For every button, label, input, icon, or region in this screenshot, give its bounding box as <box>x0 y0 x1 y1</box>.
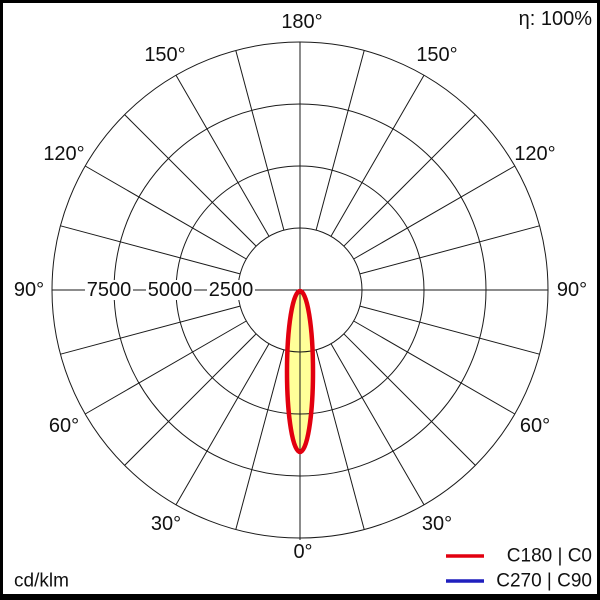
radial-label-7500: 7500 <box>87 279 132 301</box>
angle-label-30-right: 30° <box>422 513 452 535</box>
radial-label-2500: 2500 <box>209 279 254 301</box>
angle-label-90-left: 90° <box>14 279 44 301</box>
angle-label-30-left: 30° <box>151 513 181 535</box>
unit-label: cd/klm <box>14 571 69 592</box>
angle-labels: 180° 150° 150° 120° 120° 90° 90° 60° 60°… <box>14 11 587 563</box>
angle-label-120-right: 120° <box>514 143 555 165</box>
angle-label-180: 180° <box>281 11 322 33</box>
angle-label-120-left: 120° <box>43 143 84 165</box>
angle-label-60-right: 60° <box>520 415 550 437</box>
radial-label-5000: 5000 <box>148 279 193 301</box>
frame-border-left <box>0 0 3 600</box>
legend-label-c180-c0: C180 | C0 <box>507 546 592 567</box>
angle-label-150-right: 150° <box>416 44 457 66</box>
radial-label-box <box>207 280 255 300</box>
efficiency-label: η: 100% <box>519 8 593 30</box>
radial-label-box <box>146 280 194 300</box>
frame-border-right <box>597 0 600 600</box>
legend: C180 | C0 C270 | C90 <box>446 546 592 592</box>
angle-label-150-left: 150° <box>144 44 185 66</box>
grid-spokes <box>60 50 540 530</box>
frame-border-bottom <box>0 594 600 600</box>
legend-label-c270-c90: C270 | C90 <box>496 571 592 592</box>
polar-grid <box>51 41 549 540</box>
angle-label-0: 0° <box>293 541 312 563</box>
frame-border-top <box>0 0 600 3</box>
radial-tick-labels: 7500 5000 2500 <box>85 279 255 301</box>
intensity-curves <box>284 288 316 455</box>
radial-label-box <box>85 280 133 300</box>
curve-c180-c0 <box>284 288 316 455</box>
angle-label-60-left: 60° <box>49 415 79 437</box>
angle-label-90-right: 90° <box>557 279 587 301</box>
